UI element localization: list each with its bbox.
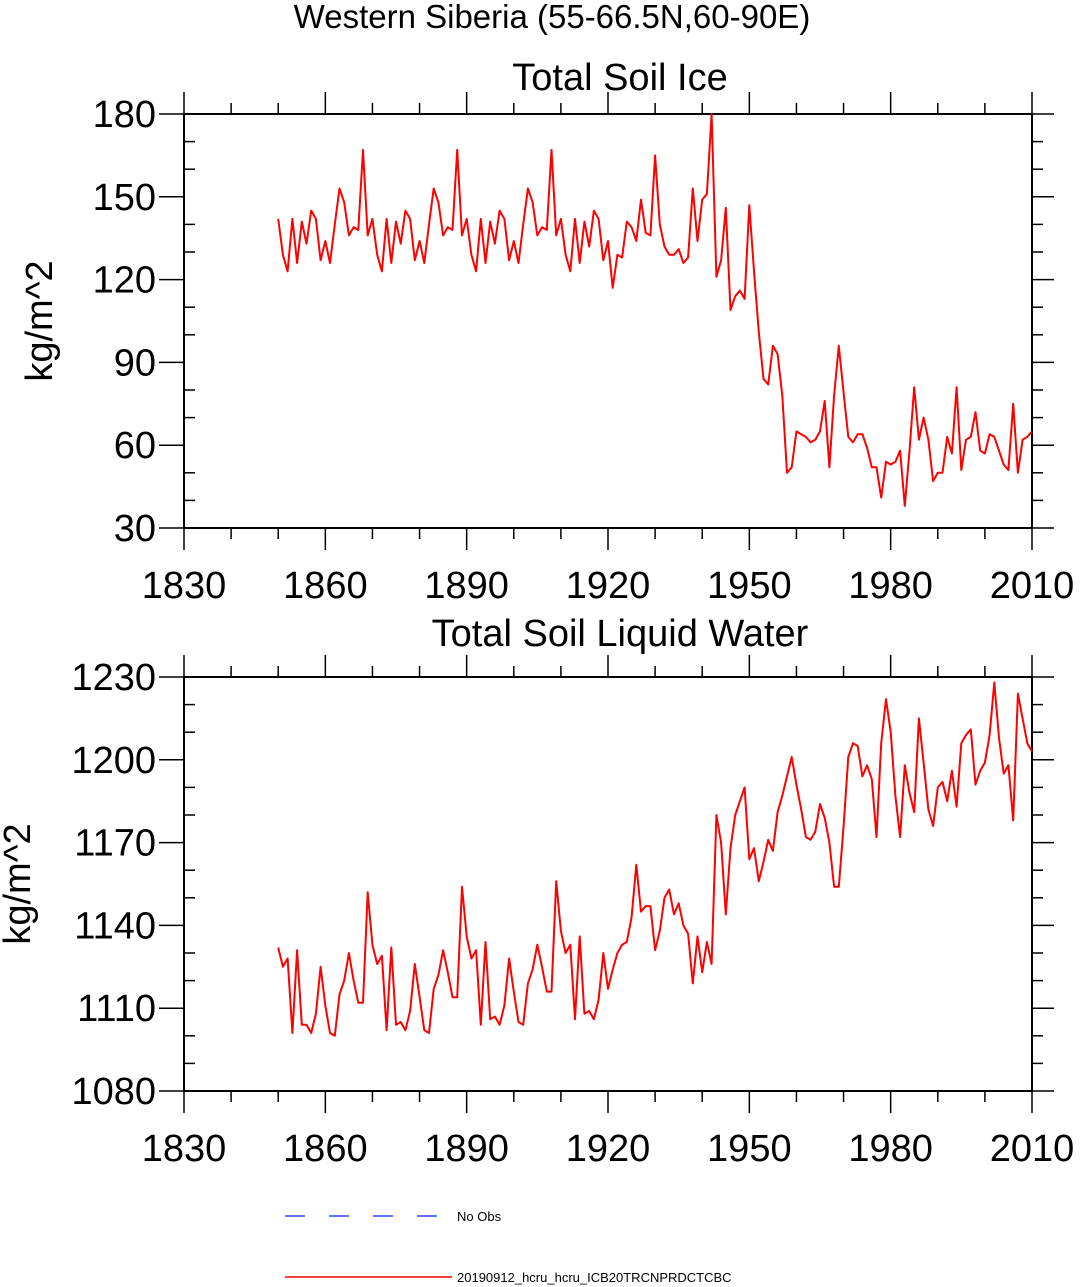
y-tick-label: 1170 xyxy=(74,823,156,865)
series-line xyxy=(277,113,1033,507)
y-tick-label: 90 xyxy=(114,342,156,384)
y-axis-label: kg/m^2 xyxy=(0,823,39,944)
x-tick-label: 1830 xyxy=(142,565,227,607)
panel-total-soil-liquid-water: Total Soil Liquid Water kg/m^2 1830 1860 1… xyxy=(0,613,1074,1170)
x-tick-label: 2010 xyxy=(990,1128,1075,1170)
y-tick-label: 30 xyxy=(114,508,156,550)
y-tick-label: 120 xyxy=(93,260,156,302)
x-tick-label: 1830 xyxy=(142,1128,227,1170)
y-axis-label: kg/m^2 xyxy=(19,260,61,381)
x-tick-label: 1860 xyxy=(283,1128,368,1170)
x-tick-label: 1860 xyxy=(283,565,368,607)
y-tick-label: 60 xyxy=(114,425,156,467)
x-tick-label: 1950 xyxy=(707,1128,792,1170)
legend-label-model: 20190912_hcru_hcru_ICB20TRCNPRDCTCBC xyxy=(457,1270,732,1285)
x-tick-label: 1890 xyxy=(424,1128,509,1170)
y-tick-label: 150 xyxy=(93,177,156,219)
x-tick-label: 1920 xyxy=(566,565,651,607)
x-tick-label: 1950 xyxy=(707,565,792,607)
axis-ticks: 1830 1860 1890 1920 1950 1980 2010 1080 1110 1140… xyxy=(71,655,1074,1170)
y-tick-label: 1140 xyxy=(74,905,156,947)
x-tick-label: 1980 xyxy=(848,565,933,607)
axis-ticks: 1830 1860 1890 1920 1950 1980 2010 30 60 90 120 150… xyxy=(93,92,1075,607)
x-tick-label: 1890 xyxy=(424,565,509,607)
series-line xyxy=(277,681,1033,1037)
legend: No Obs 20190912_hcru_hcru_ICB20TRCNPRDCT… xyxy=(285,1209,732,1285)
panel-title: Total Soil Ice xyxy=(512,57,727,99)
plot-frame xyxy=(183,113,1033,529)
panel-total-soil-ice: Total Soil Ice kg/m^2 1830 1860 1890 1920 19… xyxy=(19,57,1074,607)
x-tick-label: 1980 xyxy=(848,1128,933,1170)
y-tick-label: 1230 xyxy=(71,657,156,699)
y-tick-label: 1110 xyxy=(77,988,156,1030)
x-tick-label: 1920 xyxy=(566,1128,651,1170)
figure-title: Western Siberia (55-66.5N,60-90E) xyxy=(294,0,811,35)
legend-label-no-obs: No Obs xyxy=(457,1209,502,1224)
y-tick-label: 1200 xyxy=(71,740,156,782)
x-tick-label: 2010 xyxy=(990,565,1075,607)
y-tick-label: 1080 xyxy=(71,1071,156,1113)
y-tick-label: 180 xyxy=(93,94,156,136)
panel-title: Total Soil Liquid Water xyxy=(432,613,809,655)
